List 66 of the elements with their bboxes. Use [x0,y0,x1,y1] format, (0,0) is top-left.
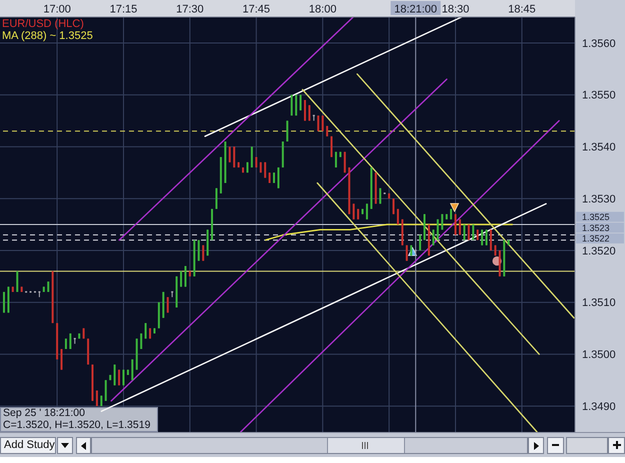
candlestick [379,188,382,204]
candlestick [202,244,204,262]
y-tick-label: 1.3520 [582,245,616,258]
candlestick [60,348,63,370]
candlestick [432,229,434,246]
candlestick [317,115,320,132]
candlestick [228,146,231,163]
x-tick-label: 17:15 [110,3,138,16]
candlestick [454,214,456,236]
annotation: Sep 25 ' 18:21:00 [3,407,86,420]
candlestick [463,224,466,241]
text: MA (288) ~ 1.3525 [2,30,93,42]
x-tick-label: 17:30 [176,3,204,16]
x-tick-label: 17:00 [43,3,71,16]
candlestick [334,151,337,168]
line-series [264,224,514,241]
y-tick-label: 1.3490 [582,400,616,413]
candlestick [458,218,461,236]
ref-line-label: 1.3525 [582,212,610,222]
y-tick-label: 1.3560 [582,38,616,50]
candlestick [472,224,474,241]
y-tick-label: 1.3550 [582,90,616,102]
candlestick [352,203,355,220]
candlestick [166,296,169,314]
candlestick [441,214,444,230]
candlestick [215,188,218,210]
candlestick [419,234,422,251]
x-tick-label: 17:45 [242,3,270,16]
y-tick-label: 1.3510 [582,297,616,310]
candlestick [233,146,236,168]
ref-line-label: 18:21:00 [394,3,438,16]
candlestick [481,229,484,246]
candlestick [250,146,253,168]
candlestick [264,162,266,178]
candlestick [104,380,107,402]
y-tick-label: 1.3540 [582,142,616,154]
candlestick [392,198,395,215]
candlestick [47,281,50,292]
candlestick [114,364,116,386]
candlestick [304,100,306,122]
ref-line-label: 1.3522 [582,234,610,244]
x-tick-label: 18:00 [308,3,336,16]
candlestick [198,240,200,262]
candlestick [485,229,488,246]
candlestick [406,244,408,262]
x-tick-label: 18:45 [508,3,536,16]
candlestick [308,104,310,122]
y-tick-label: 1.3500 [582,349,616,362]
candlestick [366,203,368,220]
candlestick [468,224,470,241]
candlestick [16,270,18,292]
candlestick [490,229,492,251]
candlestick [322,115,324,132]
x-tick-label: 18:30 [442,3,470,16]
candlestick [255,156,258,168]
candlestick [180,270,182,288]
candlestick [184,266,186,288]
text: EUR/USD (HLC) [2,18,84,30]
y-tick-label: 1.3530 [582,193,616,206]
candlestick [144,322,147,340]
candlestick [300,94,302,111]
candlestick [118,369,120,386]
annotation: C=1.3520, H=1.3520, L=1.3519 [3,418,152,431]
candlestick [96,390,98,407]
add-study-button: Add Study [0,437,56,454]
ref-line-label: 1.3523 [582,222,610,233]
